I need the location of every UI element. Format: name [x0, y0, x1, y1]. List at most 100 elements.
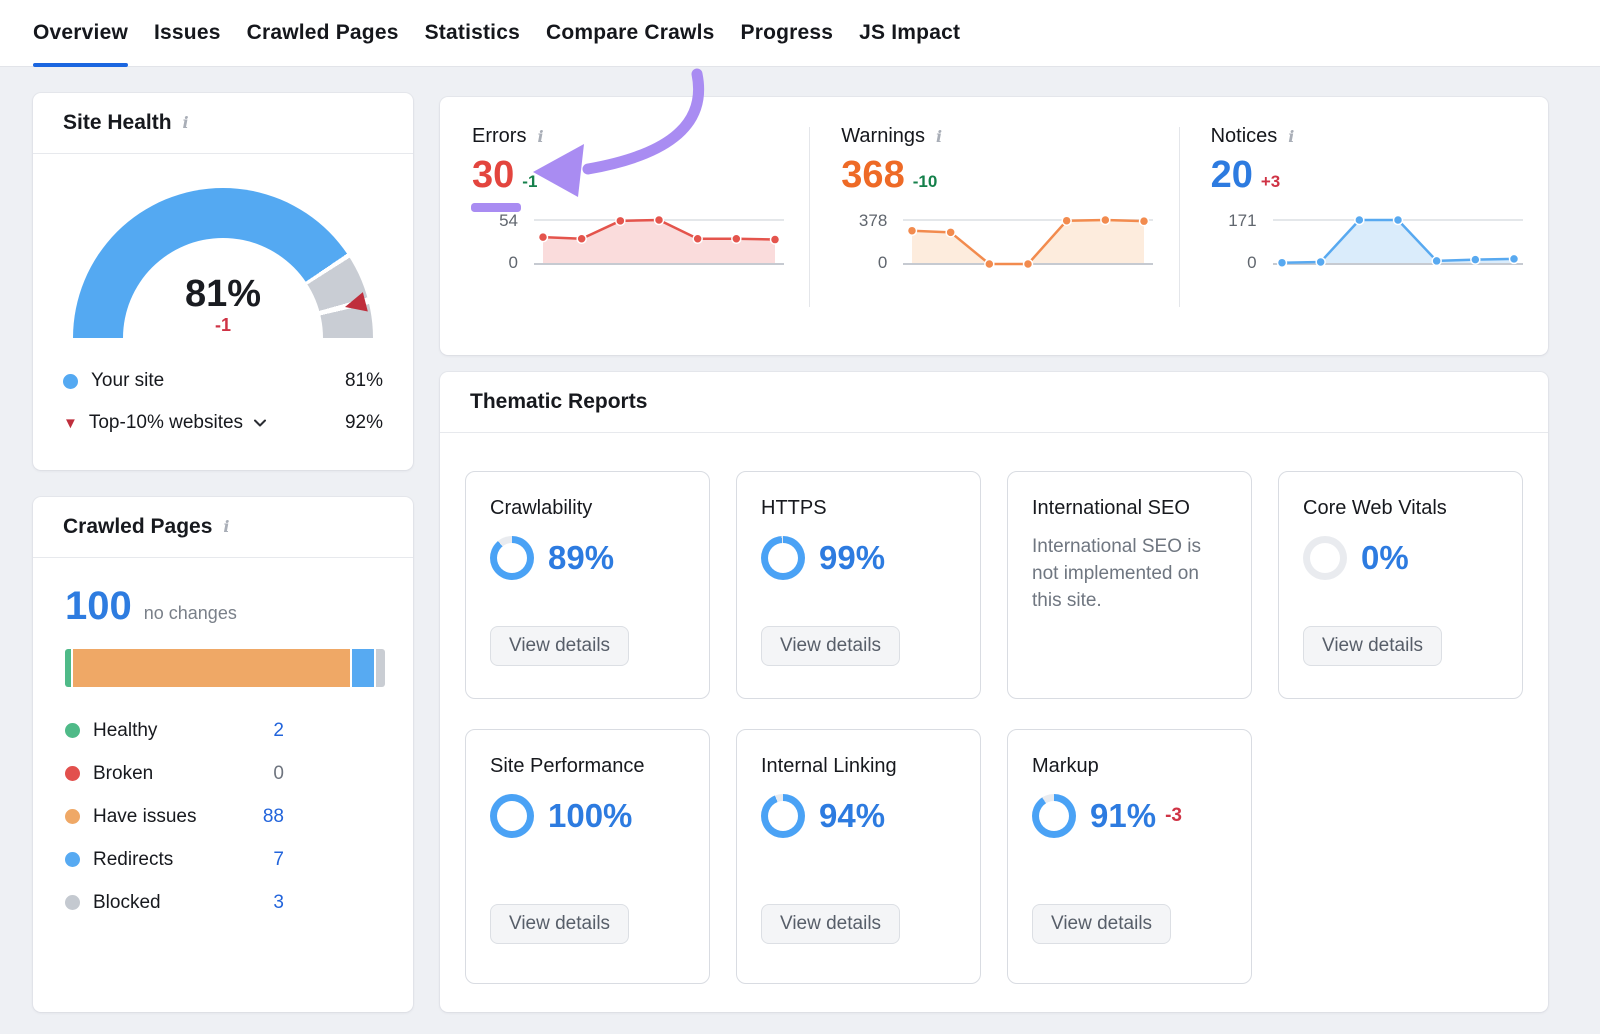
warnings-change: -10 [912, 172, 938, 191]
legend-count[interactable]: 2 [273, 719, 284, 741]
info-icon[interactable] [535, 127, 545, 147]
view-details-button[interactable]: View details [761, 904, 901, 944]
warnings-label: Warnings [841, 125, 926, 147]
errors-block: Errors 30 -1 54 0 [440, 97, 809, 355]
legend-label: Blocked [93, 891, 161, 913]
warnings-sparkline: 378 0 [841, 210, 1178, 272]
tab-label: Issues [154, 21, 221, 44]
bar-segment-redirects[interactable] [351, 649, 374, 687]
tab-statistics[interactable]: Statistics [425, 0, 520, 66]
healthy-dot-icon [65, 723, 80, 738]
have-issues-dot-icon [65, 809, 80, 824]
report-title: Internal Linking [761, 755, 897, 777]
legend-value: 81% [344, 370, 383, 391]
notices-sparkline: 171 0 [1211, 210, 1548, 272]
crawled-pages-panel: Crawled Pages 100 no changes Healthy 2 B… [33, 497, 413, 1012]
legend-count: 0 [273, 762, 284, 784]
legend-value: 92% [344, 412, 383, 433]
crawled-pages-stacked-bar[interactable] [65, 649, 385, 687]
tab-crawled-pages[interactable]: Crawled Pages [247, 0, 399, 66]
y-axis-max: 171 [1228, 211, 1257, 230]
thematic-reports-title: Thematic Reports [470, 390, 648, 413]
legend-count[interactable]: 7 [273, 848, 284, 870]
thematic-reports-panel: Thematic Reports Crawlability 89% View d… [440, 372, 1548, 1012]
warnings-sparkline-chart [903, 214, 1154, 270]
errors-sparkline: 54 0 [472, 210, 809, 272]
legend-label: Top-10% websites [88, 412, 244, 433]
bar-segment-healthy[interactable] [65, 649, 72, 687]
legend-row-your-site: Your site 81% [63, 360, 383, 402]
tab-label: Compare Crawls [545, 21, 715, 44]
report-card-markup: Markup 91% -3 View details [1007, 729, 1252, 984]
y-axis-min: 0 [877, 253, 888, 272]
legend-row-broken: Broken 0 [65, 752, 383, 795]
chevron-down-icon[interactable] [252, 415, 268, 431]
site-health-panel: Site Health 81% -1 Your site 81% ▼ Top-1… [33, 93, 413, 470]
report-percent: 91% [1090, 797, 1157, 834]
tab-label: Progress [740, 21, 834, 44]
legend-label: Broken [93, 762, 154, 784]
tab-label: JS Impact [859, 21, 961, 44]
progress-ring-icon [761, 536, 805, 580]
bar-segment-have-issues[interactable] [73, 649, 350, 687]
your-site-dot-icon [63, 373, 78, 389]
report-percent: 94% [819, 797, 886, 834]
view-details-button[interactable]: View details [1303, 626, 1443, 666]
site-health-score: 81% [184, 273, 262, 315]
legend-label: Have issues [93, 805, 197, 827]
warnings-value[interactable]: 368 [841, 154, 905, 196]
errors-sparkline-chart [534, 214, 784, 265]
report-title: HTTPS [761, 497, 827, 519]
info-icon[interactable] [221, 517, 231, 537]
benchmark-triangle-icon: ▼ [63, 414, 78, 432]
report-card-site-performance: Site Performance 100% View details [465, 729, 710, 984]
report-title: Crawlability [490, 497, 593, 519]
info-icon[interactable] [934, 127, 944, 147]
errors-change: -1 [522, 172, 538, 191]
view-details-button[interactable]: View details [490, 626, 630, 666]
notices-sparkline-chart [1272, 214, 1523, 268]
gauge-arc [73, 188, 373, 338]
tab-compare-crawls[interactable]: Compare Crawls [546, 0, 715, 66]
divider [809, 127, 810, 307]
crawled-pages-title: Crawled Pages [63, 515, 213, 538]
tab-issues[interactable]: Issues [154, 0, 221, 66]
report-message: International SEO is not implemented on … [1032, 536, 1201, 611]
info-icon[interactable] [1286, 127, 1296, 147]
legend-label: Redirects [93, 848, 174, 870]
legend-row-top10: ▼ Top-10% websites 92% [63, 402, 383, 444]
legend-count[interactable]: 3 [273, 891, 284, 913]
progress-ring-icon [1303, 536, 1347, 580]
legend-label: Healthy [93, 719, 158, 741]
y-axis-max: 378 [858, 211, 888, 230]
warnings-block: Warnings 368 -10 378 0 [809, 97, 1178, 355]
report-card-crawlability: Crawlability 89% View details [465, 471, 710, 699]
report-title: Site Performance [490, 755, 645, 777]
y-axis-min: 0 [1247, 253, 1257, 272]
progress-ring-icon [1032, 794, 1076, 838]
progress-ring-icon [490, 536, 534, 580]
tab-label: Statistics [424, 21, 520, 44]
site-health-gauge: 81% -1 [73, 188, 373, 338]
progress-ring-icon [761, 794, 805, 838]
legend-label: Your site [91, 370, 165, 391]
legend-count[interactable]: 88 [262, 805, 284, 827]
errors-value[interactable]: 30 [472, 154, 515, 196]
crawled-pages-note: no changes [143, 603, 237, 623]
info-icon[interactable] [181, 113, 191, 133]
report-title: International SEO [1032, 497, 1190, 519]
view-details-button[interactable]: View details [1032, 904, 1172, 944]
report-title: Core Web Vitals [1303, 497, 1447, 519]
view-details-button[interactable]: View details [761, 626, 901, 666]
bar-segment-blocked[interactable] [375, 649, 385, 687]
site-health-title: Site Health [63, 111, 172, 134]
tab-overview[interactable]: Overview [33, 0, 128, 67]
view-details-button[interactable]: View details [490, 904, 630, 944]
tab-js-impact[interactable]: JS Impact [859, 0, 960, 66]
legend-row-blocked: Blocked 3 [65, 881, 383, 924]
notices-value[interactable]: 20 [1210, 154, 1253, 196]
broken-dot-icon [65, 766, 80, 781]
notices-label: Notices [1210, 125, 1278, 147]
redirects-dot-icon [65, 852, 80, 867]
tab-progress[interactable]: Progress [741, 0, 834, 66]
